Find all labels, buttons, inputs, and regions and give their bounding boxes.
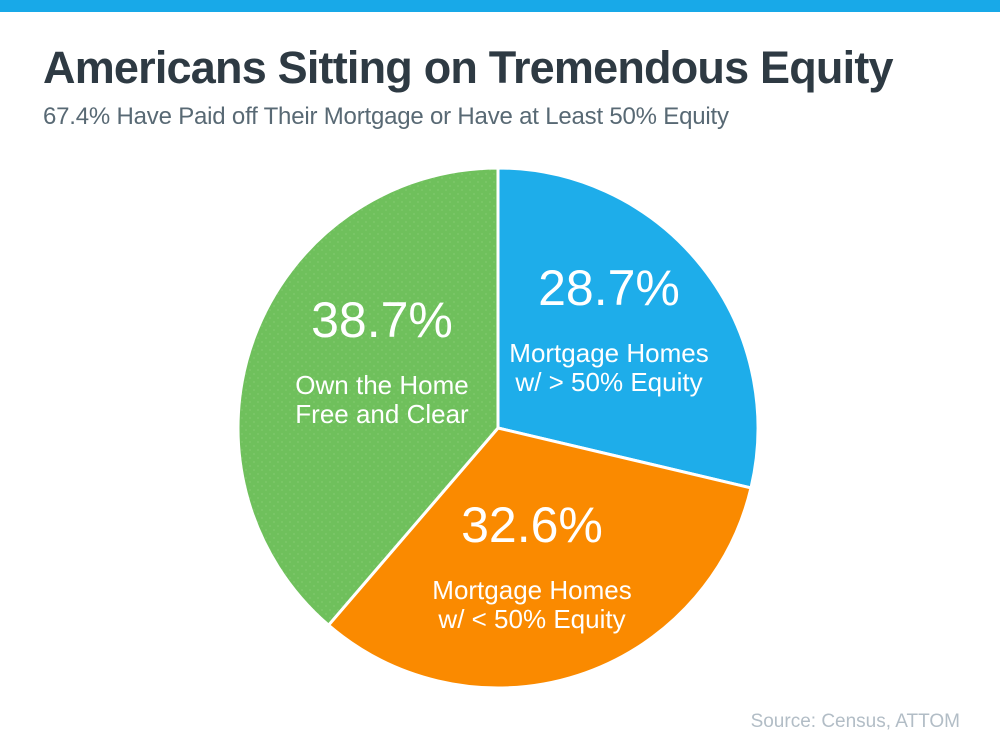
page-subtitle: 67.4% Have Paid off Their Mortgage or Ha… <box>43 103 729 130</box>
source-attribution: Source: Census, ATTOM <box>750 711 960 732</box>
pie-slice-own-free-and-clear <box>236 166 500 627</box>
pie-label-own-free-and-clear-line2: Free and Clear <box>295 399 469 429</box>
pie-percent-mortgage-lt-50-equity: 32.6% <box>461 497 603 553</box>
page-title: Americans Sitting on Tremendous Equity <box>43 42 894 93</box>
pie-label-mortgage-gt-50-equity-line2: w/ > 50% Equity <box>514 367 702 397</box>
pie-label-mortgage-lt-50-equity-line1: Mortgage Homes <box>432 575 631 605</box>
pie-label-mortgage-gt-50-equity-line1: Mortgage Homes <box>509 338 708 368</box>
pie-label-mortgage-lt-50-equity-line2: w/ < 50% Equity <box>437 604 625 634</box>
pie-slice-mortgage-gt-50-equity <box>496 166 760 490</box>
pie-percent-own-free-and-clear: 38.7% <box>311 292 453 348</box>
pie-slice-mortgage-lt-50-equity <box>327 426 753 690</box>
pie-percent-mortgage-gt-50-equity: 28.7% <box>538 260 680 316</box>
top-accent-bar <box>0 0 1000 12</box>
pie-label-own-free-and-clear-line1: Own the Home <box>295 370 468 400</box>
